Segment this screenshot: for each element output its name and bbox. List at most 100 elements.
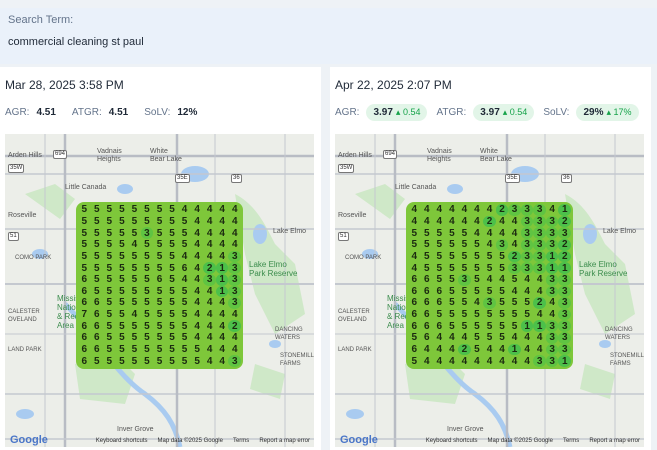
atgr-value: 3.97 (480, 106, 500, 118)
report-error-link[interactable]: Report a map error (259, 438, 310, 444)
rank-cell: 5 (156, 309, 163, 321)
rank-cell: 1 (520, 320, 534, 333)
rank-cell: 6 (94, 332, 100, 344)
rank-cell: 3 (545, 343, 559, 356)
rank-cell: 5 (119, 204, 125, 216)
highway-shield-35e: 35E (505, 174, 520, 183)
map-view[interactable]: Arden Hills Vadnais Heights White Bear L… (5, 134, 314, 447)
map-label-land-park: LAND PARK (8, 347, 42, 353)
rank-cell: 4 (194, 274, 200, 286)
rank-cell: 5 (499, 309, 505, 321)
rank-cell: 5 (461, 239, 468, 251)
rank-cell: 4 (219, 320, 225, 332)
rank-cell: 5 (524, 297, 530, 309)
rank-cell: 5 (449, 274, 455, 286)
terms-link[interactable]: Terms (562, 438, 580, 444)
rank-cell: 4 (486, 239, 493, 251)
rank-cell: 5 (474, 250, 480, 262)
highway-shield-51: 51 (8, 232, 19, 241)
rank-cell: 3 (533, 262, 546, 274)
rank-cell: 5 (156, 262, 163, 274)
rank-cell: 4 (181, 250, 188, 262)
rank-cell: 5 (144, 204, 150, 216)
rank-cell: 5 (474, 320, 480, 332)
rank-cell: 5 (144, 297, 150, 309)
rank-cell: 4 (231, 309, 238, 321)
atgr-label: ATGR: (71, 106, 102, 118)
rank-cell: 6 (424, 309, 430, 321)
rank-cell: 5 (181, 239, 188, 251)
rank-cell: 5 (106, 250, 113, 262)
search-term-box: Search Term: commercial cleaning st paul (0, 8, 657, 64)
terms-link[interactable]: Terms (232, 438, 250, 444)
rank-cell: 5 (474, 274, 480, 286)
rank-cell: 4 (231, 344, 238, 356)
rank-cell: 5 (169, 239, 175, 251)
rank-cell: 5 (436, 250, 443, 262)
rank-cell: 6 (81, 332, 88, 344)
rank-cell: 1 (215, 262, 229, 274)
rank-cell: 6 (411, 344, 418, 356)
rank-cell: 4 (474, 204, 480, 216)
keyboard-shortcuts-link[interactable]: Keyboard shortcuts (425, 438, 478, 444)
map-label-stonemill: STONEMILL FARMS (280, 353, 314, 367)
highway-shield-35w: 35W (8, 164, 25, 173)
rank-cell: 5 (119, 250, 125, 262)
rank-cell: 3 (558, 227, 571, 239)
rank-cell: 4 (449, 204, 455, 216)
map-view[interactable]: Arden Hills Vadnais Heights White Bear L… (335, 134, 644, 447)
rank-cell: 4 (219, 239, 225, 251)
highway-shield-35w: 35W (338, 164, 355, 173)
rank-cell: 5 (119, 215, 125, 227)
rank-cell: 5 (131, 262, 138, 274)
rank-cell: 5 (424, 239, 430, 251)
map-label-dancing-waters: DANCING WATERS (605, 327, 633, 341)
report-error-link[interactable]: Report a map error (589, 438, 640, 444)
rank-cell: 5 (449, 309, 455, 321)
rank-cell: 5 (94, 274, 100, 286)
rank-cell: 4 (206, 320, 213, 332)
rank-cell: 3 (533, 250, 546, 263)
rank-cell: 5 (156, 285, 163, 297)
rank-cell: 5 (106, 344, 113, 356)
rank-cell: 5 (436, 227, 443, 239)
rank-cell: 5 (94, 355, 100, 367)
rank-cell: 5 (131, 297, 138, 309)
rank-cell: 3 (483, 297, 496, 309)
rank-cell: 5 (181, 309, 188, 321)
highway-shield-694: 694 (53, 150, 68, 159)
rank-cell: 4 (474, 355, 480, 367)
rank-cell: 3 (508, 262, 521, 274)
rank-cell: 4 (231, 332, 238, 344)
rank-cell: 4 (499, 227, 505, 239)
rank-cell: 5 (106, 204, 113, 216)
rank-cell: 5 (119, 320, 125, 332)
rank-cell: 5 (449, 320, 455, 332)
rank-cell: 5 (499, 285, 505, 297)
rank-cell: 4 (436, 355, 443, 367)
rank-cell: 5 (474, 332, 480, 344)
rank-cell: 4 (206, 285, 213, 297)
rank-cell: 4 (219, 215, 225, 227)
keyboard-shortcuts-link[interactable]: Keyboard shortcuts (95, 438, 148, 444)
rank-cell: 5 (94, 285, 100, 297)
rank-cell: 4 (194, 227, 200, 239)
map-data-text: Map data ©2025 Google (487, 438, 553, 444)
rank-cell: 3 (228, 285, 241, 298)
map-label-como-park: COMO PARK (345, 255, 382, 261)
rank-cell: 5 (461, 262, 468, 274)
highway-shield-36: 36 (231, 174, 242, 183)
solv-value: 12% (177, 106, 198, 118)
rank-cell: 5 (424, 250, 430, 262)
rank-cell: 5 (106, 355, 113, 367)
rank-cell: 4 (194, 332, 200, 344)
rank-cell: 5 (411, 355, 418, 367)
highway-shield-36: 36 (561, 174, 572, 183)
rank-cell: 5 (511, 297, 518, 309)
rank-cell: 3 (545, 320, 559, 333)
metrics-row: AGR: 4.51 ATGR: 4.51 SoLV: 12% (5, 101, 213, 123)
rank-cell: 5 (499, 250, 505, 262)
rank-cell: 5 (449, 239, 455, 251)
map-label-inver-grove: Inver Grove (117, 426, 154, 433)
rank-cell: 4 (206, 297, 213, 309)
